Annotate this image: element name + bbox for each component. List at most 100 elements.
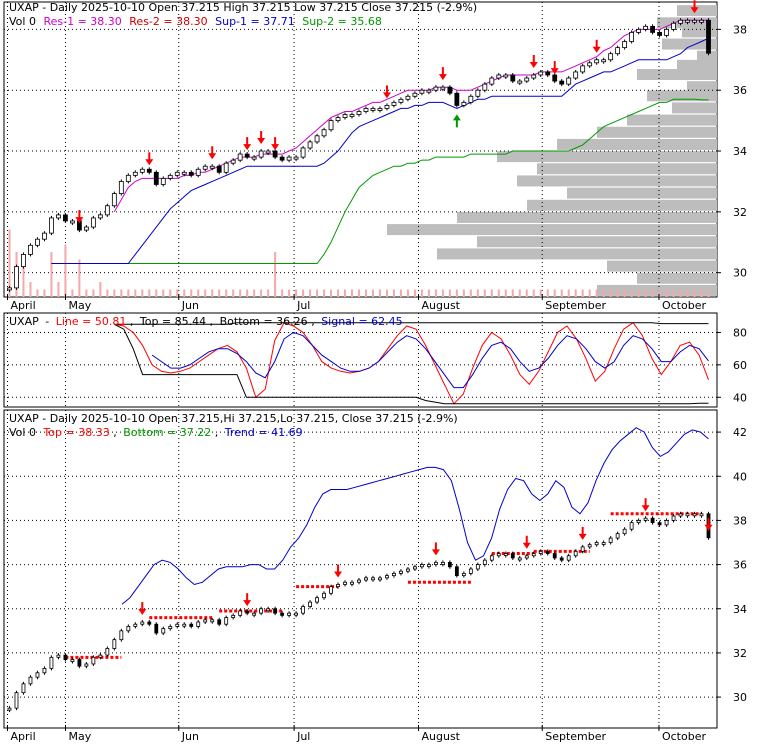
down-arrow-head xyxy=(690,7,699,14)
trend-panel: 30 32 34 36 38 40 42 UXAP - Daily 2025-10-10 O… xyxy=(3,409,747,743)
candle-body xyxy=(182,623,187,627)
candle-body xyxy=(692,19,697,23)
candle-body xyxy=(90,217,96,228)
candle-body xyxy=(650,517,655,524)
candle-body xyxy=(406,568,410,572)
down-arrow-head xyxy=(75,217,84,224)
candle-body xyxy=(49,217,54,234)
legend-top: Top = 85.44 xyxy=(139,315,206,328)
x-tick-label: Jun xyxy=(181,299,199,312)
sup1-line xyxy=(51,37,709,264)
legend-sup1: Sup-1 = 37.71 xyxy=(215,15,295,28)
profile-bar xyxy=(682,26,717,38)
candle-body xyxy=(42,667,47,674)
candle-body xyxy=(147,621,152,625)
x-tick-label: April xyxy=(10,730,35,743)
candle-body xyxy=(329,586,333,594)
legend-bottom: Bottom = 36.26 xyxy=(220,315,308,328)
volume-bar xyxy=(295,289,298,297)
candle-body xyxy=(503,553,508,556)
down-arrow-head xyxy=(208,153,217,160)
candle-body xyxy=(280,612,285,616)
candle-body xyxy=(615,47,621,55)
volume-bar xyxy=(700,289,703,297)
candle-body xyxy=(622,528,627,535)
volume-bar xyxy=(64,244,67,297)
candle-body xyxy=(587,544,592,548)
macd-title: UXAP xyxy=(9,315,39,328)
candle-body xyxy=(370,108,376,111)
price-candles xyxy=(7,18,711,292)
profile-bar xyxy=(677,59,717,71)
candle-body xyxy=(503,74,509,78)
legend-signal: Signal = 62.45 xyxy=(321,315,403,328)
candle-body xyxy=(35,238,40,246)
candle-body xyxy=(573,550,578,557)
volume-bar xyxy=(274,252,277,297)
candle-body xyxy=(265,150,271,154)
volume-bar xyxy=(364,289,367,297)
profile-bar xyxy=(497,151,717,163)
volume-bar xyxy=(36,289,39,297)
candle-body xyxy=(364,577,368,581)
candle-body xyxy=(447,561,452,568)
candle-body xyxy=(482,559,487,565)
x-tick-label: May xyxy=(69,730,92,743)
legend-sep5: , xyxy=(215,426,219,439)
candle-body xyxy=(7,287,12,291)
volume-bar xyxy=(623,289,626,297)
volume-bar xyxy=(302,289,305,297)
candle-body xyxy=(112,639,117,649)
price-y-axis: 30 32 34 36 38 xyxy=(717,23,747,280)
candle-body xyxy=(468,568,473,574)
x-tick-label: October xyxy=(662,299,706,312)
candle-body xyxy=(594,542,599,546)
candle-body xyxy=(475,564,480,570)
candle-body xyxy=(384,105,390,109)
legend-top-2: Top = 38.33 xyxy=(42,426,109,439)
candle-body xyxy=(28,244,33,255)
y-tick-label: 38 xyxy=(733,23,747,36)
candle-body xyxy=(363,108,369,112)
volume-bar xyxy=(43,289,46,297)
macd-lines xyxy=(114,322,709,405)
down-arrow-head xyxy=(243,600,252,607)
volume-bar xyxy=(539,289,542,297)
candle-body xyxy=(168,626,173,630)
candle-body xyxy=(126,626,131,632)
volume-bar xyxy=(420,289,423,297)
candle-body xyxy=(132,171,138,176)
volume-bar xyxy=(644,289,647,297)
volume-bar xyxy=(281,289,284,297)
candle-body xyxy=(279,156,285,161)
legend-res2: Res-2 = 38.30 xyxy=(129,15,207,28)
candle-body xyxy=(461,573,466,577)
x-tick-label: August xyxy=(422,299,461,312)
volume-bar xyxy=(441,289,444,297)
legend-sep3: , xyxy=(311,315,315,328)
profile-bar xyxy=(662,38,717,50)
candle-body xyxy=(566,77,572,85)
candle-body xyxy=(629,522,634,530)
x-tick-label: April xyxy=(10,299,35,312)
macd-panel: 40 60 80 UXAP - Line = 50.81 , Top = 85.44… xyxy=(3,312,747,408)
candle-body xyxy=(189,623,194,627)
y-tick-label: 38 xyxy=(733,514,747,527)
candle-body xyxy=(615,533,620,539)
profile-bar xyxy=(527,199,717,211)
price-legend: Vol 0 Res-1 = 38.30 Res-2 = 38.30 Sup-1 … xyxy=(9,15,382,28)
volume-bar xyxy=(588,289,591,297)
volume-bar xyxy=(309,289,312,297)
candle-body xyxy=(427,564,431,567)
volume-bar xyxy=(29,282,32,297)
profile-bar xyxy=(597,284,717,296)
candle-body xyxy=(622,41,628,49)
candle-body xyxy=(538,550,543,554)
candle-body xyxy=(70,659,75,662)
candle-body xyxy=(49,656,54,669)
volume-bar xyxy=(707,289,710,297)
candle-body xyxy=(216,165,222,173)
down-arrow-head xyxy=(431,549,440,556)
macd-bottom-line xyxy=(114,323,709,405)
